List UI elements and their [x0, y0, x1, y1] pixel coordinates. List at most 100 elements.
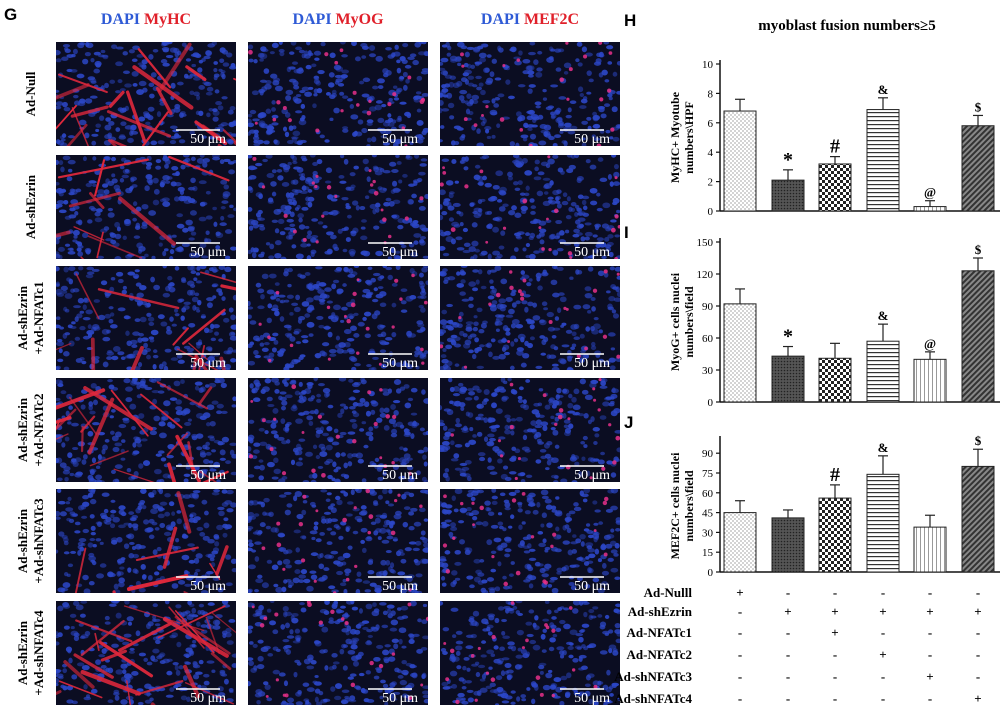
significance-mark: # — [830, 464, 840, 486]
significance-mark: @ — [924, 336, 936, 351]
condition-symbol: + — [879, 647, 886, 662]
y-tick-label: 0 — [708, 397, 714, 409]
scale-bar-label: 50 μm — [574, 468, 610, 483]
condition-symbol: + — [974, 691, 981, 706]
condition-symbol: + — [926, 604, 933, 619]
dapi-label: DAPI — [101, 11, 140, 28]
condition-symbol: - — [786, 625, 790, 640]
condition-label: Ad-shEzrin — [628, 604, 693, 619]
bar-charts-panel: myoblast fusion numbers≥5 H 0 2 4 6 8 10 MyHC+ M… — [614, 11, 1000, 706]
condition-symbol: - — [833, 585, 837, 600]
y-tick-label: 30 — [702, 527, 714, 539]
row-label: Ad-shEzrin — [23, 174, 38, 239]
condition-label: Ad-shNFATc3 — [614, 669, 692, 684]
significance-mark: & — [878, 82, 889, 97]
micrograph-tile: 50 μm — [56, 266, 236, 371]
condition-symbol: - — [928, 647, 932, 662]
condition-symbol: - — [928, 585, 932, 600]
condition-symbol: - — [833, 669, 837, 684]
y-axis-label: MyoG+ cells nuclei numbers\field — [668, 272, 696, 371]
column-header: DAPI MyOG — [292, 11, 384, 28]
row-label-line: Ad-shEzrin — [15, 285, 30, 350]
micrograph-tile: 50 μm — [248, 378, 428, 482]
conditions-table: Ad-Nulll + - - - - - Ad-shEzrin - + + + + + Ad-NFATc1 -… — [614, 585, 981, 706]
condition-symbol: + — [831, 604, 838, 619]
micrograph-tile: 50 μm — [56, 378, 236, 483]
y-tick-label: 75 — [702, 468, 714, 480]
bar-chart-1: I 0 30 60 90 120 150 MyoG+ cells nuclei numbers\… — [624, 223, 1000, 409]
scale-bar-label: 50 μm — [574, 245, 610, 260]
scale-bar-label: 50 μm — [382, 245, 418, 260]
condition-symbol: - — [976, 625, 980, 640]
scale-bar-label: 50 μm — [574, 132, 610, 147]
dapi-label: DAPI — [481, 11, 520, 28]
condition-symbol: - — [881, 691, 885, 706]
y-tick-label: 90 — [702, 301, 714, 313]
bar — [961, 270, 995, 403]
condition-symbol: - — [786, 647, 790, 662]
scale-bar-label: 50 μm — [382, 579, 418, 594]
micrograph-tile: 50 μm — [440, 155, 620, 260]
micrograph-tile: 50 μm — [56, 489, 236, 593]
bar — [723, 110, 757, 212]
condition-symbol: - — [738, 647, 742, 662]
y-tick-label: 60 — [702, 333, 714, 345]
bar — [961, 125, 995, 212]
scale-bar-label: 50 μm — [382, 356, 418, 371]
row-label: Ad-shEzrin +Ad-NFATc2 — [15, 394, 46, 467]
significance-mark: * — [783, 326, 793, 348]
condition-symbol: + — [879, 604, 886, 619]
micrograph-tile: 50 μm — [440, 266, 620, 370]
micrograph-tile: 50 μm — [56, 601, 236, 705]
condition-symbol: + — [926, 669, 933, 684]
condition-label: Ad-shNFATc4 — [614, 691, 692, 706]
y-tick-label: 2 — [708, 177, 714, 189]
condition-symbol: + — [736, 585, 743, 600]
row-label-line: Ad-shEzrin — [23, 174, 38, 239]
condition-symbol: - — [881, 585, 885, 600]
micrograph-tile: 50 μm — [248, 155, 428, 260]
condition-symbol: + — [784, 604, 791, 619]
micrograph-tile: 50 μm — [440, 601, 620, 705]
row-label-line: +Ad-shNFATc3 — [31, 498, 46, 584]
bar — [771, 517, 805, 573]
scale-bar-label: 50 μm — [382, 132, 418, 147]
micrograph-tile: 50 μm — [248, 601, 428, 705]
bar — [723, 303, 757, 403]
scale-bar-label: 50 μm — [190, 468, 226, 483]
y-axis-label: MEF2C+ cells nuclei numbers\field — [668, 452, 696, 559]
scale-bar-label: 50 μm — [190, 132, 226, 147]
row-label: Ad-shEzrin +Ad-shNFATc4 — [15, 610, 46, 696]
significance-mark: * — [783, 149, 793, 171]
bar — [913, 206, 947, 212]
micrograph-tile: 50 μm — [440, 42, 620, 147]
y-tick-label: 45 — [702, 508, 714, 520]
row-label-line: Ad-shEzrin — [15, 397, 30, 462]
bar — [913, 358, 947, 403]
bar — [818, 357, 852, 403]
y-tick-label: 150 — [697, 237, 714, 249]
y-axis-label-line: numbers\field — [682, 286, 696, 358]
condition-symbol: - — [928, 625, 932, 640]
significance-mark: & — [878, 308, 889, 323]
condition-label: Ad-NFATc2 — [627, 647, 692, 662]
condition-symbol: - — [786, 585, 790, 600]
micrograph-tile: 50 μm — [56, 155, 236, 259]
scale-bar-label: 50 μm — [190, 356, 226, 371]
bar — [866, 473, 900, 573]
row-label-line: +Ad-NFATc2 — [31, 394, 46, 467]
panel-letter: I — [624, 223, 629, 242]
condition-symbol: - — [881, 625, 885, 640]
y-axis-label-line: MEF2C+ cells nuclei — [668, 452, 682, 559]
significance-mark: @ — [924, 185, 936, 200]
column-header: DAPI MyHC — [101, 11, 191, 28]
significance-mark: $ — [975, 99, 982, 114]
row-label-line: Ad-shEzrin — [15, 620, 30, 685]
bar — [961, 465, 995, 573]
y-axis-label-line: MyoG+ cells nuclei — [668, 272, 682, 371]
micrograph-tile: 50 μm — [56, 42, 236, 147]
condition-symbol: - — [928, 691, 932, 706]
significance-mark: # — [830, 136, 840, 158]
condition-symbol: - — [976, 669, 980, 684]
